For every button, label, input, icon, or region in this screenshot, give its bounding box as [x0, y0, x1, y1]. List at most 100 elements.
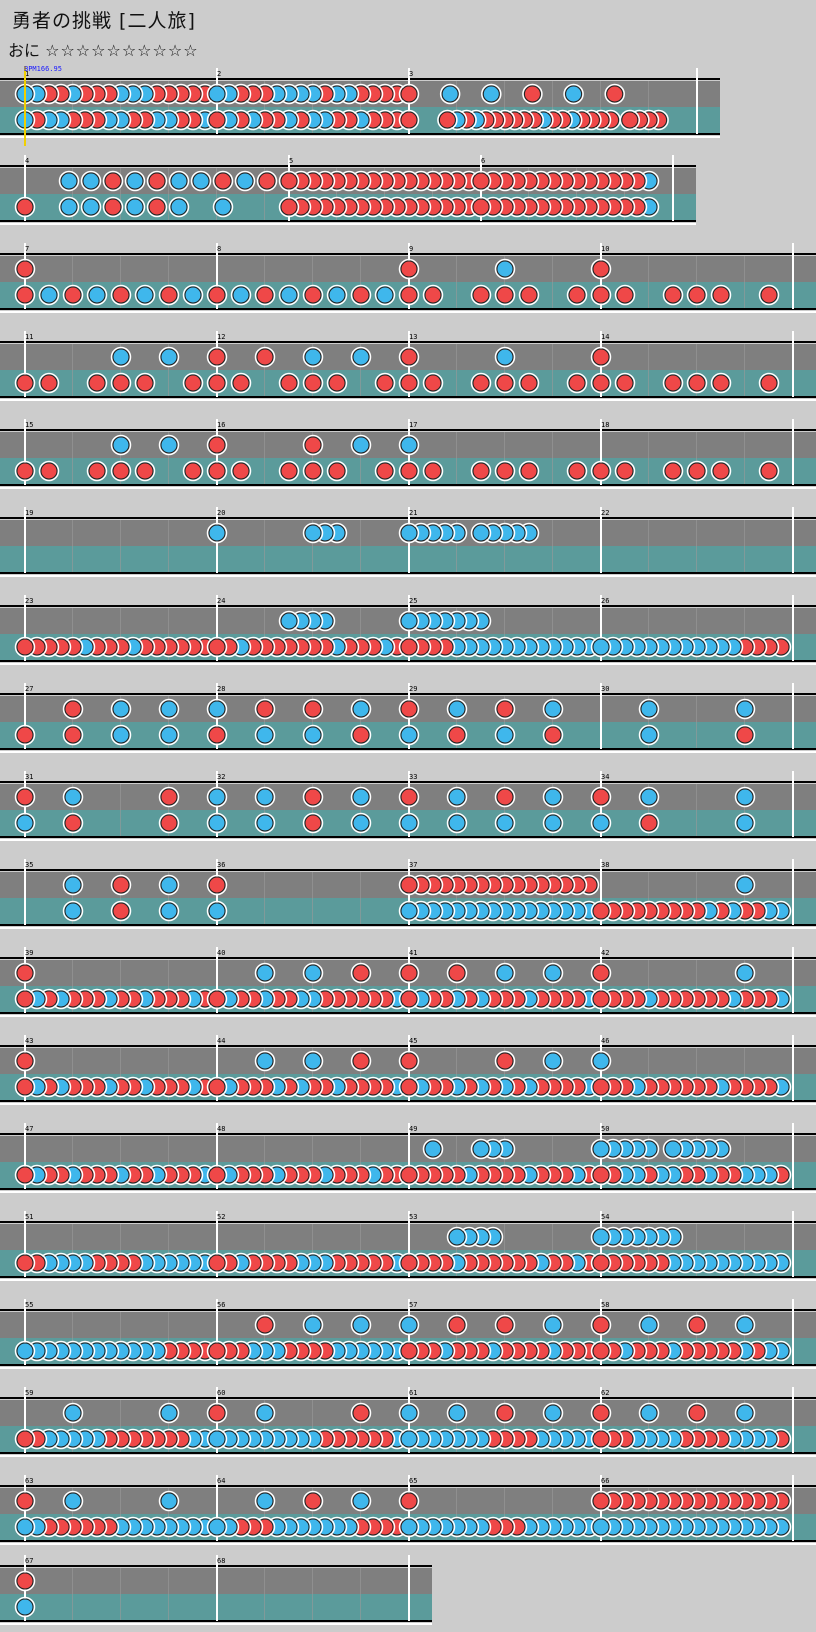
don-note: [208, 990, 226, 1008]
note-rim: [494, 346, 516, 368]
ka-note: [400, 1430, 418, 1448]
ka-note: [304, 1316, 322, 1334]
beat-line: [72, 1224, 73, 1276]
note-rim: [446, 786, 468, 808]
row-border-bottom-light: [0, 1191, 816, 1193]
don-note: [16, 1166, 34, 1184]
measure-number: 58: [601, 1301, 609, 1309]
don-note: [688, 1316, 706, 1334]
note-rim: [494, 460, 516, 482]
row-border-bottom-light: [0, 663, 816, 665]
note-rim: [494, 698, 516, 720]
ka-note: [208, 788, 226, 806]
ka-note: [400, 524, 418, 542]
note-rim: [256, 170, 278, 192]
note-rim: [518, 284, 540, 306]
measure-number: 37: [409, 861, 417, 869]
ka-note: [352, 436, 370, 454]
note-rim: [110, 900, 132, 922]
note-rim: [14, 812, 36, 834]
beat-line: [624, 168, 625, 220]
don-note: [592, 374, 610, 392]
note-rim: [212, 170, 234, 192]
measure-number: 66: [601, 1477, 609, 1485]
note-rim: [14, 1490, 36, 1512]
barline: [408, 1211, 410, 1277]
beat-line: [552, 1312, 553, 1364]
note-rim: [638, 724, 660, 746]
ka-note: [544, 1052, 562, 1070]
don-note: [208, 1342, 226, 1360]
barline: [24, 1299, 26, 1365]
beat-line: [648, 1312, 649, 1364]
ka-note: [496, 348, 514, 366]
note-rim: [146, 196, 168, 218]
ka-note: [88, 286, 106, 304]
note-rim: [422, 372, 444, 394]
don-note: [214, 172, 232, 190]
note-rim: [398, 1490, 420, 1512]
ka-note: [352, 1316, 370, 1334]
don-note: [64, 726, 82, 744]
measure-number: 45: [409, 1037, 417, 1045]
note-rim: [206, 346, 228, 368]
note-rim: [158, 1402, 180, 1424]
note-rim: [302, 460, 324, 482]
ka-note: [280, 286, 298, 304]
note-rim: [734, 812, 756, 834]
ka-note: [60, 172, 78, 190]
ka-note: [160, 1404, 178, 1422]
note-rim: [734, 724, 756, 746]
ka-note: [160, 726, 178, 744]
note-rim: [350, 1402, 372, 1424]
beat-line: [648, 1136, 649, 1188]
note-rim: [134, 372, 156, 394]
note-rim: [590, 812, 612, 834]
beat-line: [120, 1488, 121, 1540]
note-rim: [206, 1340, 228, 1362]
note-rim: [398, 698, 420, 720]
note-rim: [326, 372, 348, 394]
measure-number: 5: [289, 157, 293, 165]
row-border-top: [0, 165, 696, 167]
don-note: [400, 1078, 418, 1096]
measure-number: 29: [409, 685, 417, 693]
don-note: [712, 374, 730, 392]
beat-line: [312, 784, 313, 836]
note-rim: [590, 258, 612, 280]
note-rim: [398, 1314, 420, 1336]
ka-note: [112, 726, 130, 744]
don-note: [304, 1492, 322, 1510]
note-rim: [398, 460, 420, 482]
beat-line: [360, 960, 361, 1012]
beat-line: [312, 1312, 313, 1364]
don-note: [104, 172, 122, 190]
don-note: [592, 788, 610, 806]
beat-line: [168, 344, 169, 396]
note-rim: [398, 1516, 420, 1538]
barline-end: [792, 595, 794, 661]
ka-note: [448, 1228, 466, 1246]
don-note: [208, 348, 226, 366]
don-note: [568, 286, 586, 304]
note-rim: [14, 636, 36, 658]
note-rim: [494, 786, 516, 808]
don-note: [352, 726, 370, 744]
ka-note: [736, 1404, 754, 1422]
note-rim: [302, 724, 324, 746]
note-rim: [566, 284, 588, 306]
note-rim: [326, 284, 348, 306]
beat-line: [336, 168, 337, 220]
ka-note: [64, 876, 82, 894]
measure-number: 51: [25, 1213, 33, 1221]
don-note: [304, 286, 322, 304]
don-note: [280, 462, 298, 480]
beat-line: [168, 696, 169, 748]
chart-row: 19 20 21 22: [0, 507, 816, 577]
note-rim: [230, 372, 252, 394]
beat-line: [744, 1224, 745, 1276]
beat-line: [456, 256, 457, 308]
ka-note: [592, 638, 610, 656]
measure-number: 30: [601, 685, 609, 693]
